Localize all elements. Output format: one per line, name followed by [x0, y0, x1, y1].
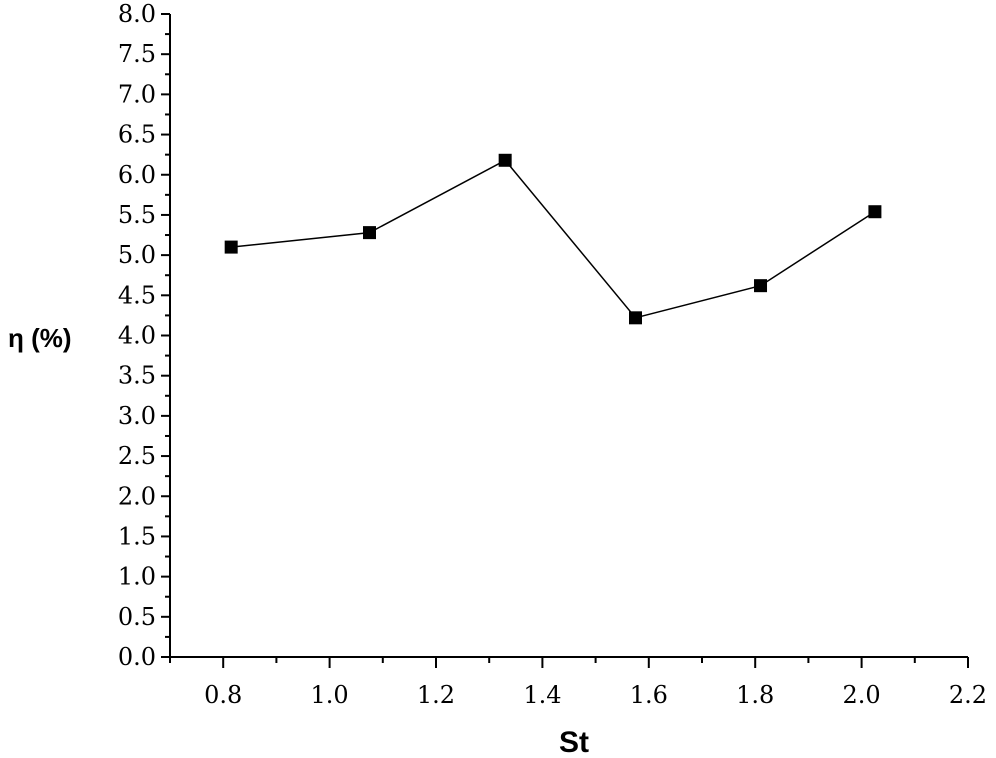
y-tick-label: 6.0 [118, 161, 156, 189]
data-point [224, 240, 238, 254]
y-tick-label: 1.5 [118, 522, 156, 550]
y-tick-label: 4.5 [118, 281, 156, 309]
y-tick-label: 2.0 [118, 482, 156, 510]
y-tick-label: 7.0 [118, 80, 156, 108]
series-line [231, 159, 876, 319]
y-tick-label: 0.5 [118, 603, 156, 631]
y-tick-label: 6.5 [118, 121, 156, 149]
y-ticks: 0.0 0.5 1.0 1.5 2.0 2.5 3.0 3.5 4.0 4.5 5.0 5.5 6.0 6… [118, 0, 170, 671]
y-tick-label: 3.5 [118, 362, 156, 390]
x-tick-label: 1.2 [417, 681, 455, 709]
y-axis: 0.0 0.5 1.0 1.5 2.0 2.5 3.0 3.5 4.0 4.5 5.0 5.5 6.0 6… [118, 0, 171, 671]
x-tick-label: 1.0 [311, 681, 349, 709]
data-point [498, 153, 512, 167]
y-tick-label: 7.5 [118, 40, 156, 68]
x-axis: 0.8 1.0 1.2 1.4 1.6 1.8 2.0 2.2 [169, 656, 987, 709]
x-tick-label: 2.2 [949, 681, 987, 709]
y-tick-label: 2.5 [118, 442, 156, 470]
data-point [754, 279, 768, 293]
y-tick-label: 5.5 [118, 201, 156, 229]
y-tick-label: 8.0 [118, 0, 156, 28]
x-tick-label: 1.8 [736, 681, 774, 709]
y-tick-label: 3.0 [118, 402, 156, 430]
data-point [363, 226, 376, 240]
x-tick-label: 0.8 [204, 681, 242, 709]
x-ticks: 0.8 1.0 1.2 1.4 1.6 1.8 2.0 2.2 [169, 657, 987, 709]
x-tick-label: 1.4 [523, 681, 561, 709]
x-tick-label: 1.6 [630, 681, 668, 709]
data-point [629, 311, 642, 325]
y-tick-label: 4.0 [118, 322, 156, 350]
y-tick-label: 1.0 [118, 563, 156, 591]
data-point [868, 205, 882, 219]
y-tick-label: 0.0 [118, 643, 156, 671]
x-tick-label: 2.0 [843, 681, 881, 709]
x-axis-title: St [559, 726, 589, 758]
plot-series [224, 153, 882, 325]
y-tick-label: 5.0 [118, 241, 156, 269]
y-axis-title: η (%) [8, 323, 72, 353]
